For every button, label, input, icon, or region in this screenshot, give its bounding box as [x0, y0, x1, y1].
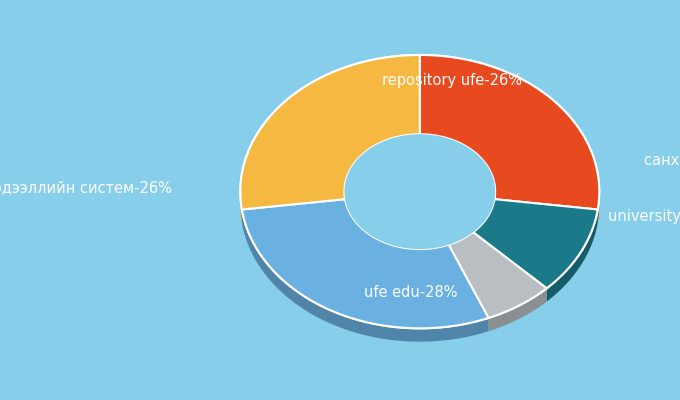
PathPatch shape — [449, 232, 547, 318]
PathPatch shape — [420, 55, 599, 210]
Text: дадлагын тайлан мэдээллийн систем-26%: дадлагын тайлан мэдээллийн систем-26% — [0, 180, 172, 195]
PathPatch shape — [242, 210, 488, 342]
PathPatch shape — [473, 199, 598, 288]
PathPatch shape — [598, 195, 599, 223]
PathPatch shape — [547, 210, 598, 302]
Text: university of finance and economics-6%: university of finance and economics-6% — [608, 209, 680, 224]
PathPatch shape — [420, 55, 599, 210]
PathPatch shape — [242, 199, 488, 328]
Text: санхүү эдийн засгийн их сургууль-10%: санхүү эдийн засгийн их сургууль-10% — [644, 153, 680, 168]
PathPatch shape — [242, 199, 488, 328]
PathPatch shape — [473, 199, 598, 288]
Text: repository ufe-26%: repository ufe-26% — [382, 73, 522, 88]
Text: ufe edu-28%: ufe edu-28% — [364, 286, 458, 300]
PathPatch shape — [345, 199, 449, 262]
PathPatch shape — [241, 195, 242, 223]
Polygon shape — [345, 134, 495, 249]
PathPatch shape — [240, 55, 420, 210]
PathPatch shape — [449, 232, 473, 258]
PathPatch shape — [449, 232, 547, 318]
PathPatch shape — [488, 288, 547, 331]
PathPatch shape — [240, 55, 420, 210]
PathPatch shape — [473, 199, 494, 246]
